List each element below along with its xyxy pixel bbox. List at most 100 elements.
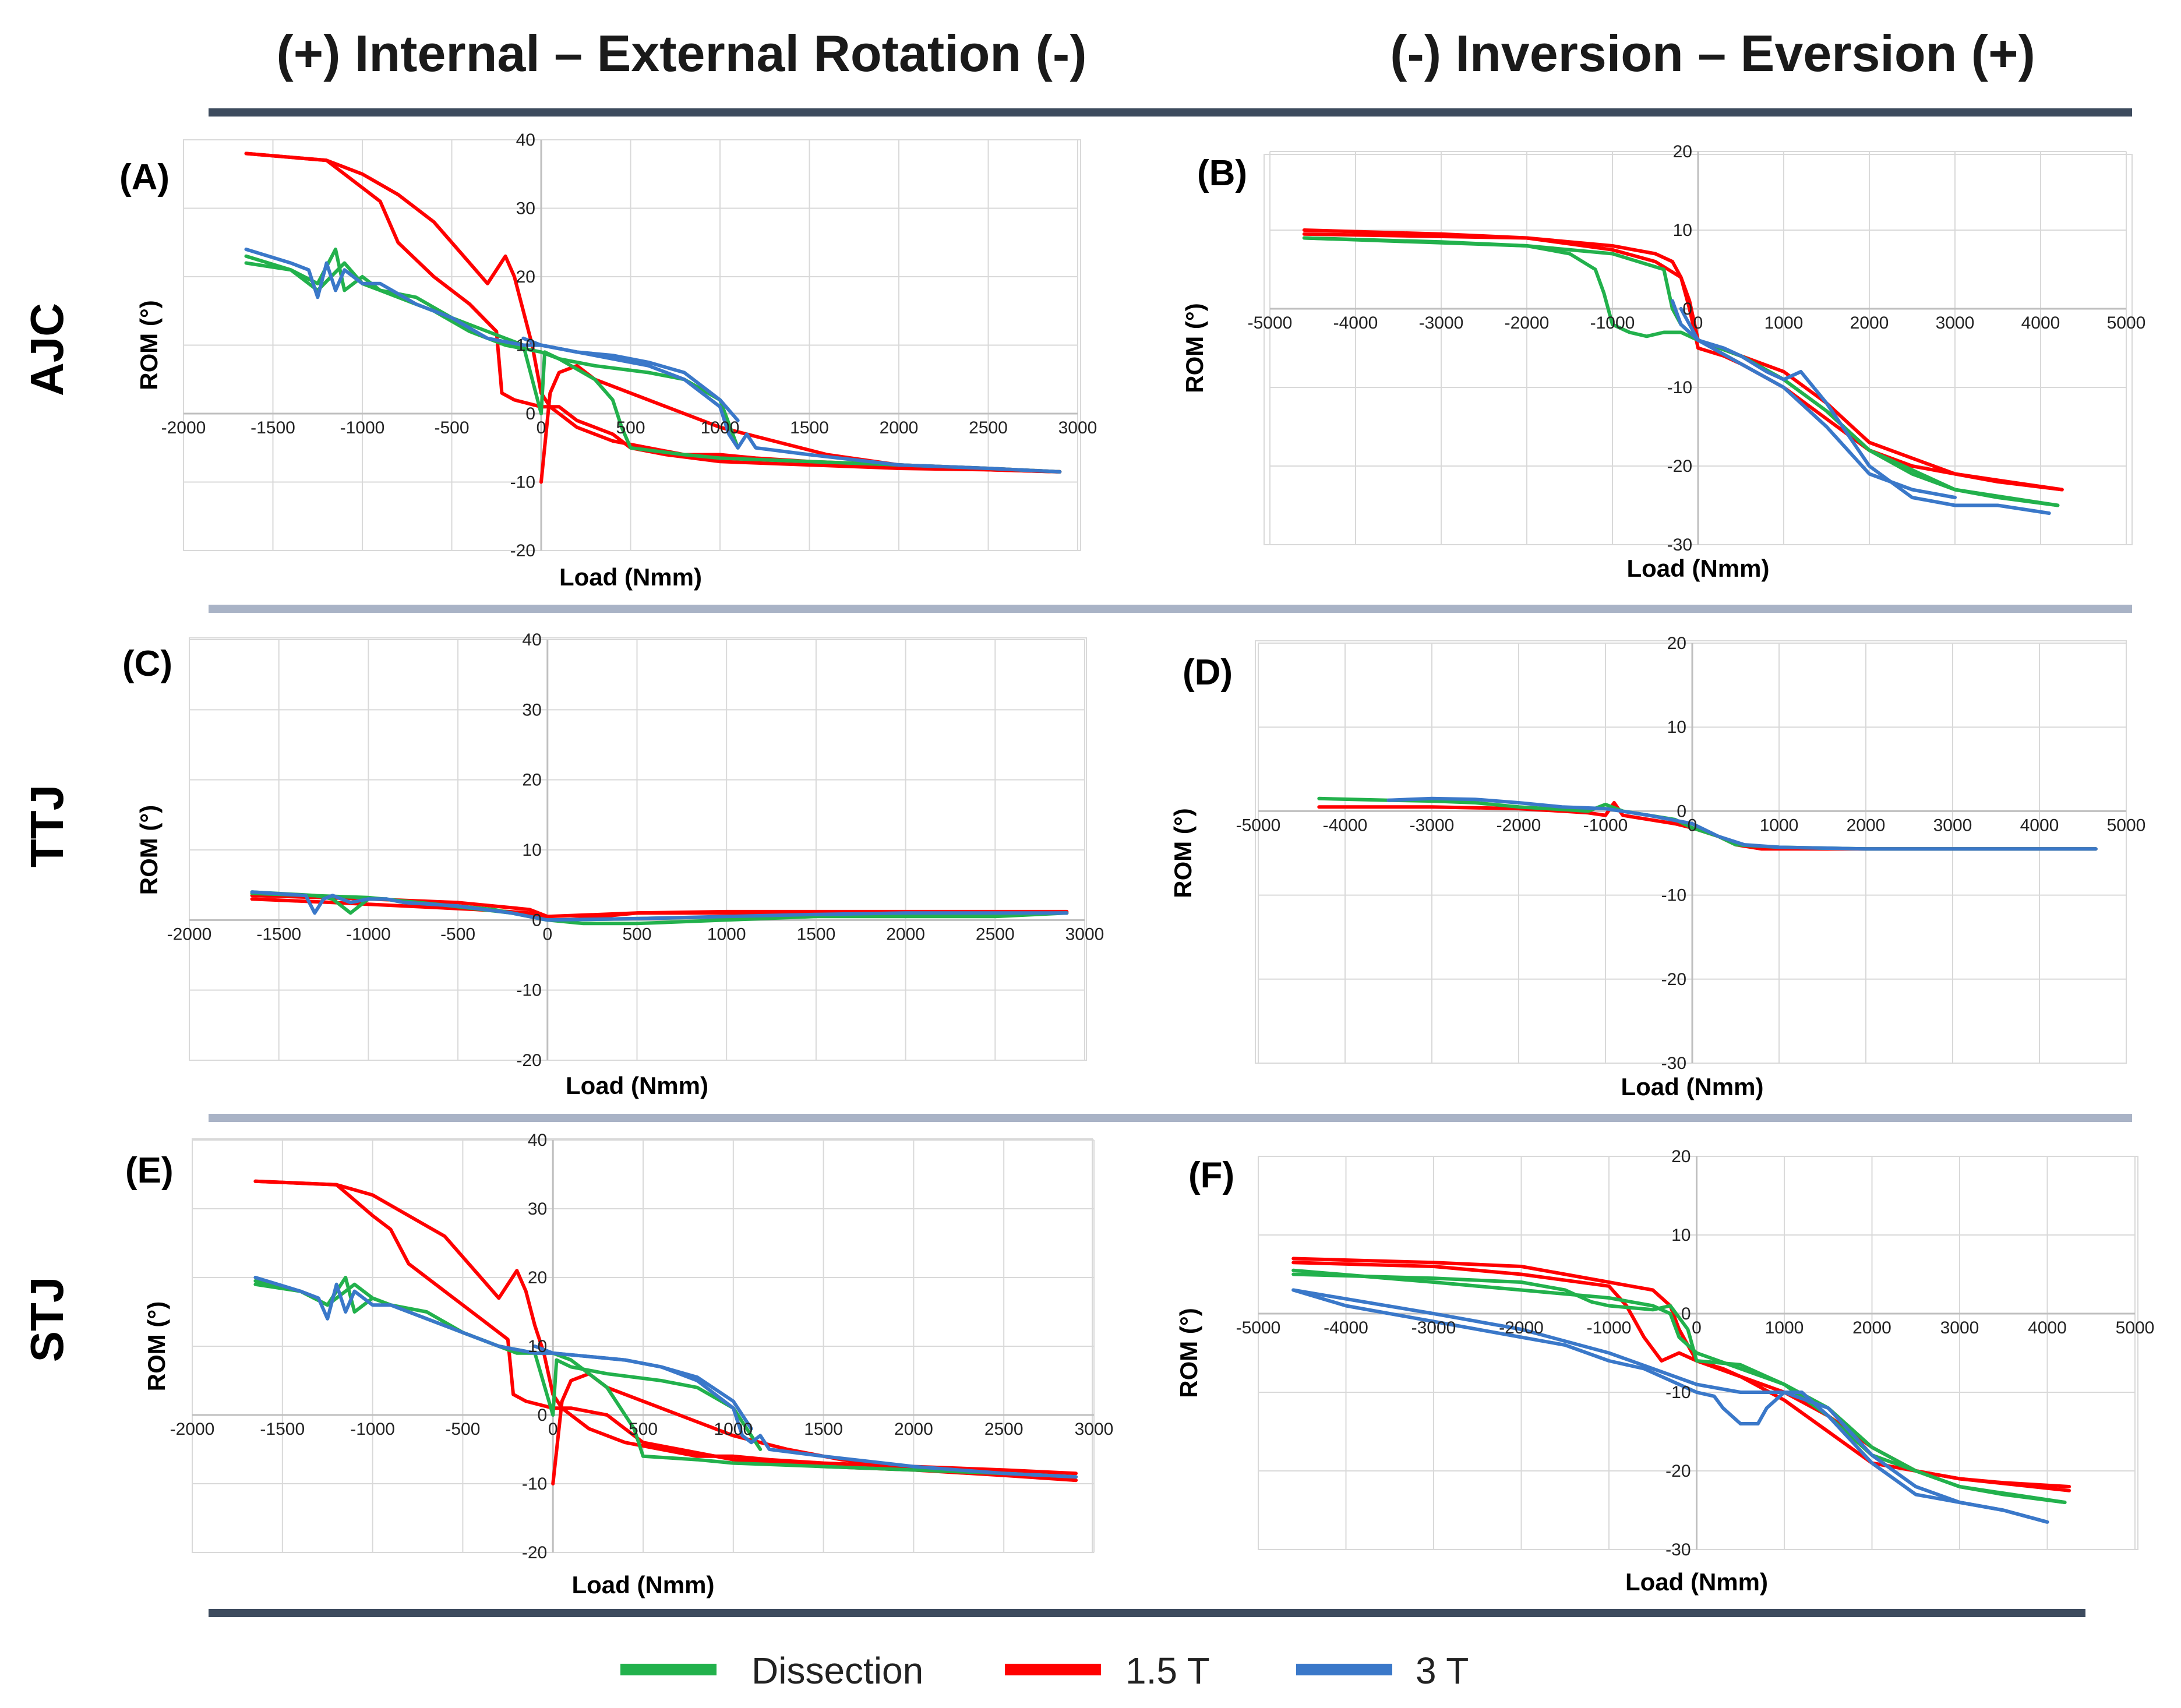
x-tick-label: 3000	[1058, 418, 1097, 437]
x-tick-label: 4000	[2020, 816, 2059, 835]
x-tick-label: 2000	[894, 1420, 933, 1439]
x-tick-label: 2000	[880, 418, 919, 437]
row-label-ajc: AJC	[21, 303, 73, 396]
x-axis-title: Load (Nmm)	[1621, 1073, 1764, 1100]
separator-ttj-stj	[209, 1114, 2132, 1122]
x-tick-label: -3000	[1411, 1318, 1456, 1338]
x-tick-label: -500	[445, 1420, 480, 1439]
legend-label-dissection: Dissection	[751, 1650, 923, 1692]
y-tick-label: 10	[516, 336, 535, 355]
y-tick-label: -10	[1667, 378, 1692, 397]
y-tick-label: 10	[1673, 221, 1692, 240]
x-tick-label: 500	[629, 1420, 658, 1439]
x-tick-label: -5000	[1236, 816, 1281, 835]
x-axis-title: Load (Nmm)	[559, 563, 702, 591]
y-axis-title: ROM (°)	[1181, 303, 1208, 393]
y-tick-label: -20	[1665, 1462, 1691, 1481]
x-tick-label: -3000	[1410, 816, 1455, 835]
x-tick-label: -1000	[340, 418, 385, 437]
x-tick-label: 0	[548, 1420, 558, 1439]
right-column-title: (-) Inversion – Eversion (+)	[1390, 24, 2035, 82]
x-tick-label: 2500	[984, 1420, 1024, 1439]
panel-label: (E)	[125, 1151, 174, 1191]
y-tick-label: 20	[522, 771, 541, 790]
x-tick-label: 0	[537, 418, 546, 437]
x-tick-label: -1000	[1587, 1318, 1632, 1338]
x-tick-label: 0	[542, 924, 552, 944]
x-tick-label: -500	[440, 924, 475, 944]
plot-area	[1255, 640, 2127, 1064]
y-tick-label: 20	[516, 267, 535, 287]
x-tick-label: -1500	[256, 924, 301, 944]
x-tick-label: -2000	[167, 924, 212, 944]
x-axis-title: Load (Nmm)	[1627, 555, 1770, 582]
x-tick-label: 1500	[797, 924, 836, 944]
x-tick-label: 2000	[1852, 1318, 1891, 1338]
x-tick-label: 0	[1688, 816, 1697, 835]
series-line-3-t	[521, 336, 740, 422]
x-tick-label: 500	[622, 924, 651, 944]
x-tick-label: 500	[616, 418, 645, 437]
x-tick-label: -5000	[1248, 313, 1293, 333]
series-line-1-5-t	[1291, 1261, 2071, 1492]
x-tick-label: 5000	[2107, 816, 2146, 835]
series-line-1-5-t	[1302, 228, 2064, 492]
x-tick-label: 3000	[1075, 1420, 1114, 1439]
y-tick-label: -10	[522, 1474, 547, 1494]
x-tick-label: -3000	[1419, 313, 1464, 333]
y-tick-label: -20	[1661, 970, 1686, 989]
x-tick-label: -1500	[250, 418, 295, 437]
series-line-3-t	[250, 890, 1069, 922]
x-tick-label: 1000	[714, 1420, 753, 1439]
y-tick-label: -10	[1661, 886, 1686, 905]
series-line-3-t	[1291, 1288, 2049, 1524]
x-tick-label: 1000	[701, 418, 740, 437]
x-tick-label: -2000	[1499, 1318, 1544, 1338]
x-tick-label: -1000	[346, 924, 391, 944]
x-tick-label: 4000	[2021, 313, 2060, 333]
x-axis-title: Load (Nmm)	[566, 1072, 708, 1099]
plot-area	[189, 637, 1087, 1061]
y-tick-label: -10	[510, 473, 535, 492]
y-tick-label: 30	[516, 199, 535, 218]
y-axis-title: ROM (°)	[1169, 808, 1197, 898]
x-tick-label: 3000	[1933, 816, 1972, 835]
x-tick-label: -500	[434, 418, 469, 437]
x-tick-label: 2000	[1850, 313, 1889, 333]
panel-label: (A)	[119, 157, 170, 197]
y-tick-label: -30	[1667, 535, 1692, 555]
y-axis-title: ROM (°)	[1175, 1308, 1202, 1398]
legend-label-3t: 3 T	[1416, 1650, 1469, 1692]
y-tick-label: 20	[1671, 1147, 1691, 1166]
y-tick-label: 0	[1682, 299, 1692, 319]
x-tick-label: -2000	[170, 1420, 215, 1439]
panel-label: (D)	[1183, 652, 1233, 693]
y-tick-label: 10	[1667, 718, 1686, 737]
x-tick-label: 1000	[707, 924, 746, 944]
legend-label-1-5t: 1.5 T	[1125, 1650, 1210, 1692]
y-tick-label: -10	[1665, 1383, 1691, 1402]
x-tick-label: 1000	[1765, 1318, 1804, 1338]
y-tick-label: 0	[532, 911, 542, 930]
x-tick-label: 5000	[2116, 1318, 2155, 1338]
chart-panel-f: -5000 -4000 -3000 -2000 -1000 0 1000 2000 3000 40…	[1175, 1147, 2154, 1596]
x-tick-label: -4000	[1324, 1318, 1368, 1338]
chart-panel-e: -2000 -1500 -1000 -500 0 500 1000 1500 2000 2500 3…	[125, 1131, 1113, 1598]
x-tick-label: 2500	[976, 924, 1015, 944]
series-line-3-t	[533, 1344, 753, 1431]
y-tick-label: 20	[528, 1268, 547, 1287]
y-tick-label: 0	[538, 1406, 548, 1425]
x-tick-label: -5000	[1236, 1318, 1281, 1338]
top-separator	[209, 108, 2132, 117]
y-axis-title: ROM (°)	[135, 300, 163, 390]
series-line-3-t	[1679, 307, 1957, 499]
x-tick-label: -1500	[260, 1420, 305, 1439]
y-tick-label: -20	[516, 1051, 541, 1070]
x-tick-label: 2500	[969, 418, 1008, 437]
y-tick-label: 10	[528, 1337, 547, 1356]
series-line-3-t	[1291, 1288, 2049, 1524]
y-tick-label: -30	[1661, 1054, 1686, 1073]
series-line-3-t	[1386, 796, 2098, 851]
x-tick-label: -1000	[350, 1420, 395, 1439]
